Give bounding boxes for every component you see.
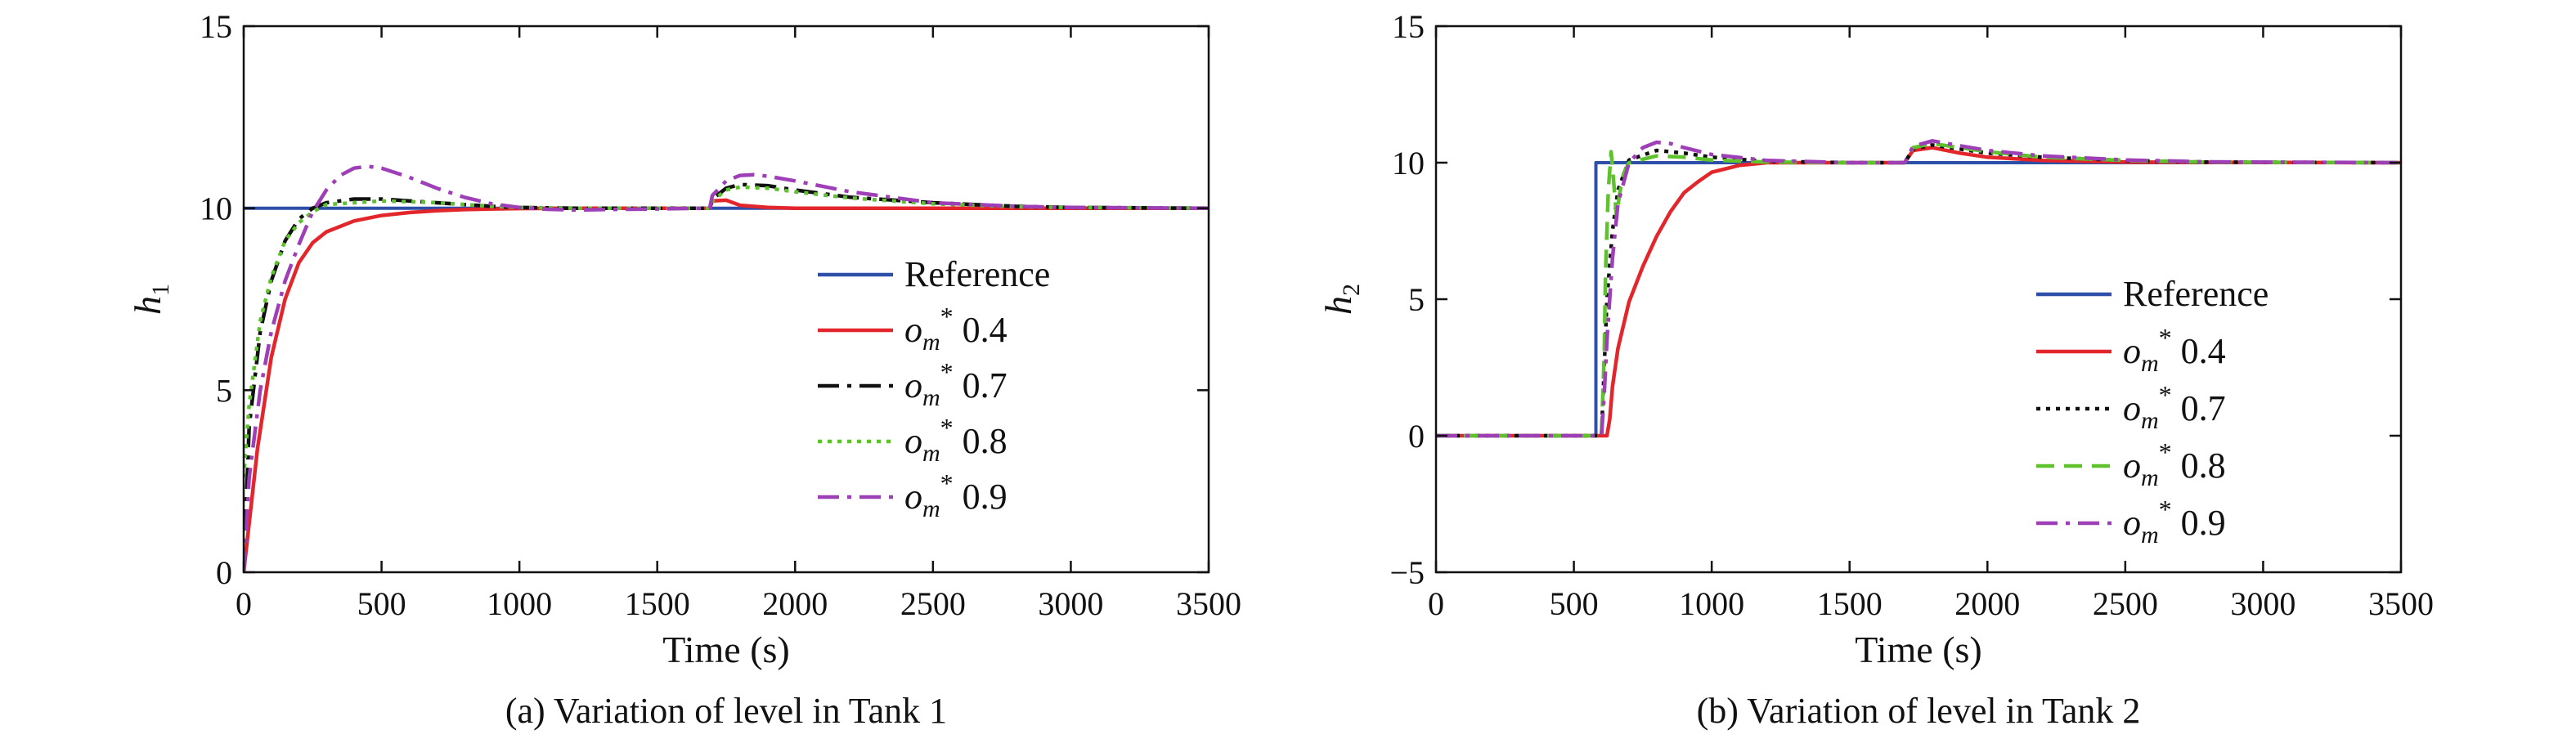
x-tick-label: 2000 xyxy=(1954,585,2020,622)
legend: Reference om* 0.4om* 0.7om* 0.8om* 0.9 xyxy=(2036,274,2269,549)
series-line-4 xyxy=(1436,139,2401,438)
series-line-1 xyxy=(244,198,1209,572)
x-axis-label: Time (s) xyxy=(662,629,790,670)
y-tick-label: 5 xyxy=(216,372,232,409)
legend-label-3: om* 0.8 xyxy=(904,413,1008,467)
series-line-1 xyxy=(1436,146,2401,438)
legend-label-1: om* 0.4 xyxy=(904,302,1008,356)
x-tick-label: 3000 xyxy=(1038,585,1103,622)
x-tick-label: 1500 xyxy=(625,585,690,622)
y-tick-label: 5 xyxy=(1408,281,1425,318)
x-tick-label: 3500 xyxy=(2368,585,2434,622)
series-line-4 xyxy=(244,164,1209,572)
chart-caption: (a) Variation of level in Tank 1 xyxy=(505,691,947,731)
y-tick-label: 15 xyxy=(1392,8,1425,45)
y-tick-label: 10 xyxy=(200,190,232,227)
x-tick-label: 1000 xyxy=(487,585,552,622)
x-tick-label: 500 xyxy=(1550,585,1599,622)
chart-panel-b: 0 500 1000 1500 2000 2500 3000 3500−5051015Time… xyxy=(1317,8,2434,731)
x-tick-label: 3500 xyxy=(1176,585,1241,622)
series-line-2 xyxy=(244,182,1209,572)
chart-panel-a: 0 500 1000 1500 2000 2500 3000 3500 0 5 10 15 Time (… xyxy=(127,8,1241,731)
series-line-2 xyxy=(1436,143,2401,438)
x-tick-label: 3000 xyxy=(2230,585,2296,622)
x-tick-label: 2500 xyxy=(2093,585,2158,622)
y-tick-label: 0 xyxy=(216,554,232,591)
y-tick-label: −5 xyxy=(1389,554,1425,591)
plot-frame xyxy=(242,25,1210,574)
x-tick-label: 2000 xyxy=(762,585,828,622)
y-tick-label: 15 xyxy=(200,8,232,45)
x-tick-label: 500 xyxy=(357,585,406,622)
legend-label-4: om* 0.9 xyxy=(904,468,1008,522)
legend: Reference om* 0.4om* 0.7om* 0.8om* 0.9 xyxy=(818,254,1050,522)
x-axis-label: Time (s) xyxy=(1855,629,1982,670)
legend-label-3: om* 0.8 xyxy=(2123,437,2226,491)
y-tick-label: 0 xyxy=(1408,418,1425,455)
y-axis-label: h1 xyxy=(127,284,174,315)
series-group xyxy=(1436,139,2401,438)
x-tick-label: 0 xyxy=(1428,585,1444,622)
legend-label-0: Reference xyxy=(2123,274,2269,314)
legend-label-1: om* 0.4 xyxy=(2123,323,2226,377)
x-tick-label: 0 xyxy=(236,585,252,622)
series-group xyxy=(244,164,1209,572)
x-tick-label: 1500 xyxy=(1817,585,1883,622)
legend-label-0: Reference xyxy=(904,254,1050,294)
legend-label-4: om* 0.9 xyxy=(2123,495,2226,549)
y-tick-label: 10 xyxy=(1392,145,1425,181)
x-tick-label: 2500 xyxy=(900,585,966,622)
series-line-3 xyxy=(1436,141,2401,438)
series-line-3 xyxy=(244,185,1209,478)
legend-label-2: om* 0.7 xyxy=(904,357,1008,411)
x-tick-label: 1000 xyxy=(1679,585,1744,622)
chart-caption: (b) Variation of level in Tank 2 xyxy=(1697,691,2141,731)
legend-label-2: om* 0.7 xyxy=(2123,380,2226,434)
y-axis-label: h2 xyxy=(1317,284,1365,315)
